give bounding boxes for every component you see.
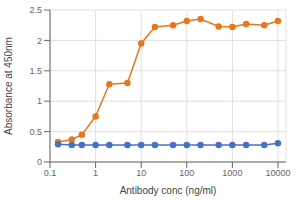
svg-text:10: 10 <box>136 168 146 178</box>
svg-text:0: 0 <box>37 157 42 167</box>
svg-text:1: 1 <box>37 96 42 106</box>
svg-text:0.5: 0.5 <box>29 127 42 137</box>
svg-text:1.5: 1.5 <box>29 66 42 76</box>
svg-text:1: 1 <box>93 168 98 178</box>
svg-text:100: 100 <box>179 168 194 178</box>
svg-text:0.1: 0.1 <box>44 168 57 178</box>
svg-text:2: 2 <box>37 36 42 46</box>
svg-text:1000: 1000 <box>222 168 242 178</box>
svg-text:Absorbance at 450nm: Absorbance at 450nm <box>8 37 14 135</box>
svg-text:10000: 10000 <box>265 168 290 178</box>
svg-text:Antibody conc (ng/ml): Antibody conc (ng/ml) <box>120 185 217 196</box>
svg-text:2.5: 2.5 <box>29 5 42 15</box>
